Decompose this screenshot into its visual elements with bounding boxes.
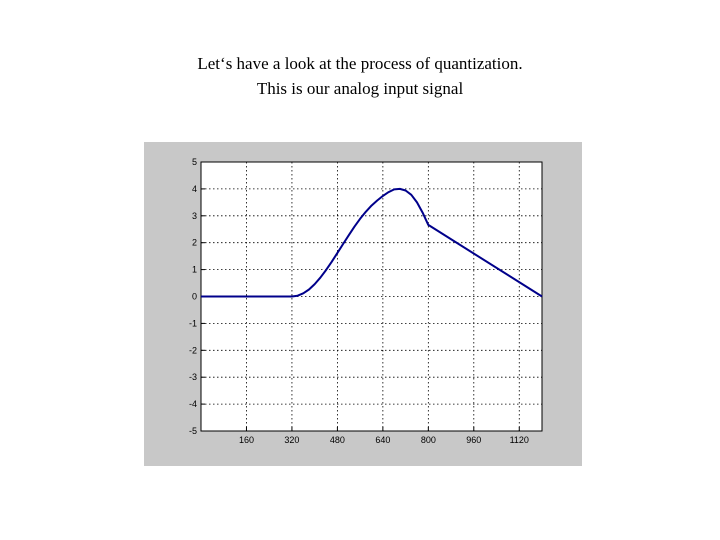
- x-tick-label: 800: [421, 435, 436, 445]
- y-tick-label: -3: [189, 372, 197, 382]
- y-tick-label: 3: [192, 211, 197, 221]
- x-tick-label: 320: [284, 435, 299, 445]
- y-tick-label: -2: [189, 345, 197, 355]
- figure-panel: 160 320 480 640 800 960 1120 5 4 3 2 1 0 -1 -2 -3 -4 -5: [144, 142, 582, 466]
- y-tick-label: 4: [192, 184, 197, 194]
- y-tick-label: -4: [189, 399, 197, 409]
- y-tick-label: 0: [192, 292, 197, 302]
- x-tick-label: 480: [330, 435, 345, 445]
- x-tick-label: 960: [466, 435, 481, 445]
- y-tick-label: -1: [189, 318, 197, 328]
- x-tick-label: 640: [375, 435, 390, 445]
- y-tick-label: 2: [192, 238, 197, 248]
- caption-line-2: This is our analog input signal: [256, 79, 464, 98]
- x-tick-label: 160: [239, 435, 254, 445]
- line-chart: 160 320 480 640 800 960 1120 5 4 3 2 1 0 -1 -2 -3 -4 -5: [189, 157, 543, 445]
- signal-line: [201, 187, 543, 298]
- caption-line-1: Let‘s have a look at the process of quan…: [197, 54, 523, 73]
- y-tick-label: -5: [189, 426, 197, 436]
- x-tick-label: 1120: [510, 435, 529, 445]
- y-tick-label: 5: [192, 157, 197, 167]
- y-tick-label: 1: [192, 265, 197, 275]
